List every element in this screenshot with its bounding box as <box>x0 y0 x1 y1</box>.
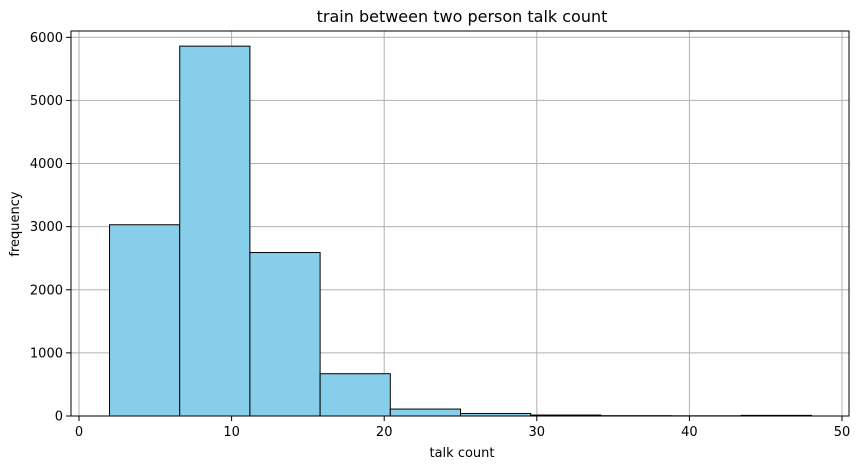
plot-border <box>70 30 850 417</box>
histogram-bar <box>179 45 251 417</box>
histogram-bar <box>109 224 181 417</box>
x-tick-label: 50 <box>834 425 851 440</box>
histogram-bar <box>389 408 461 417</box>
plot-frame <box>70 30 850 417</box>
histogram-bar <box>319 373 391 417</box>
bars <box>109 45 812 417</box>
y-tick-label: 4000 <box>30 157 63 172</box>
y-tick-label: 2000 <box>30 283 63 298</box>
x-tick-label: 40 <box>681 425 698 440</box>
x-tick-label: 0 <box>75 425 83 440</box>
y-tick-label: 6000 <box>30 31 63 46</box>
y-tick-label: 1000 <box>30 346 63 361</box>
y-axis-ticks: 0 1000 2000 3000 4000 5000 6000 <box>30 31 71 425</box>
y-tick-label: 3000 <box>30 220 63 235</box>
y-tick-label: 0 <box>55 410 63 425</box>
chart-title: train between two person talk count <box>317 7 608 26</box>
x-tick-label: 10 <box>223 425 240 440</box>
x-tick-label: 30 <box>529 425 546 440</box>
x-axis-ticks: 0 10 20 30 40 50 <box>75 416 850 440</box>
y-tick-label: 5000 <box>30 94 63 109</box>
y-axis-label: frequency <box>8 191 23 257</box>
x-tick-label: 20 <box>376 425 393 440</box>
x-axis-label: talk count <box>429 446 494 461</box>
histogram-bar <box>249 252 321 417</box>
